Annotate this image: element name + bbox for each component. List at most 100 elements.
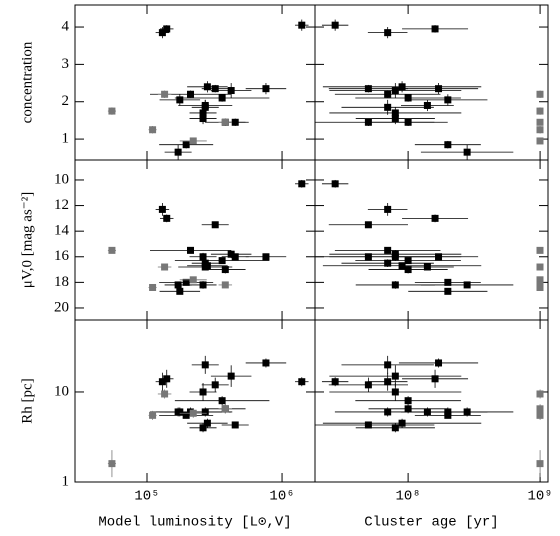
point	[404, 118, 412, 126]
point	[203, 83, 211, 91]
point	[199, 388, 207, 396]
point	[221, 281, 229, 289]
point	[536, 90, 544, 98]
point	[364, 381, 372, 389]
point	[404, 405, 412, 413]
point	[423, 408, 431, 416]
point	[158, 205, 166, 213]
point	[431, 214, 439, 222]
point	[536, 390, 544, 398]
panel-frame	[74, 4, 316, 161]
point	[536, 263, 544, 271]
point	[262, 85, 270, 93]
y-tick-label: 3	[62, 56, 70, 72]
point	[199, 424, 207, 432]
y-axis-label: concentration	[19, 41, 35, 123]
point	[391, 372, 399, 380]
point	[176, 96, 184, 104]
point	[404, 397, 412, 405]
point	[423, 101, 431, 109]
y-tick-label: 10	[54, 383, 69, 399]
point	[262, 359, 270, 367]
x-tick-label: 10⁵	[134, 489, 159, 505]
point	[391, 281, 399, 289]
x-tick-label: 10⁶	[269, 489, 294, 505]
y-tick-label: 20	[54, 299, 69, 315]
x-axis-label: Cluster age [yr]	[364, 515, 498, 531]
point	[149, 283, 157, 291]
point	[211, 221, 219, 229]
point	[189, 409, 197, 417]
point	[227, 372, 235, 380]
y-axis-label: Rh [pc]	[19, 378, 35, 423]
point	[398, 83, 406, 91]
point	[384, 408, 392, 416]
point	[463, 281, 471, 289]
point	[201, 361, 209, 369]
point	[161, 90, 169, 98]
point	[444, 411, 452, 419]
point	[384, 246, 392, 254]
point	[391, 424, 399, 432]
point	[331, 378, 339, 386]
point	[384, 378, 392, 386]
point	[218, 94, 226, 102]
y-tick-label: 2	[62, 93, 70, 109]
y-axis-label: μV,0 [mag as⁻²]	[19, 192, 35, 288]
point	[199, 115, 207, 123]
point	[149, 411, 157, 419]
point	[174, 408, 182, 416]
point	[163, 214, 171, 222]
point	[364, 221, 372, 229]
point	[331, 21, 339, 29]
point	[435, 85, 443, 93]
point	[384, 205, 392, 213]
point	[364, 85, 372, 93]
point	[108, 107, 116, 115]
panel-frame	[314, 319, 549, 483]
point	[174, 148, 182, 156]
point	[536, 107, 544, 115]
point	[298, 378, 306, 386]
point	[182, 141, 190, 149]
point	[364, 253, 372, 261]
point	[231, 253, 239, 261]
point	[536, 405, 544, 413]
point	[298, 180, 306, 188]
point	[227, 87, 235, 95]
y-tick-label: 1	[62, 131, 70, 147]
x-tick-label: 10⁸	[396, 489, 421, 505]
point	[211, 85, 219, 93]
point	[158, 29, 166, 37]
point	[199, 281, 207, 289]
point	[463, 408, 471, 416]
point	[231, 421, 239, 429]
point	[398, 419, 406, 427]
x-axis-label: Model luminosity [L⊙,V]	[98, 515, 291, 531]
point	[182, 278, 190, 286]
point	[444, 96, 452, 104]
point	[176, 287, 184, 295]
point	[221, 405, 229, 413]
point	[174, 281, 182, 289]
point	[398, 262, 406, 270]
y-tick-label: 18	[54, 274, 69, 290]
panel-frame	[74, 159, 316, 321]
point	[384, 90, 392, 98]
point	[201, 101, 209, 109]
point	[163, 375, 171, 383]
point	[391, 250, 399, 258]
y-tick-label: 16	[54, 248, 70, 264]
point	[391, 87, 399, 95]
point	[536, 276, 544, 284]
point	[391, 388, 399, 396]
point	[161, 263, 169, 271]
point	[203, 419, 211, 427]
point	[423, 263, 431, 271]
point	[331, 180, 339, 188]
point	[384, 29, 392, 37]
point	[404, 94, 412, 102]
point	[536, 126, 544, 134]
